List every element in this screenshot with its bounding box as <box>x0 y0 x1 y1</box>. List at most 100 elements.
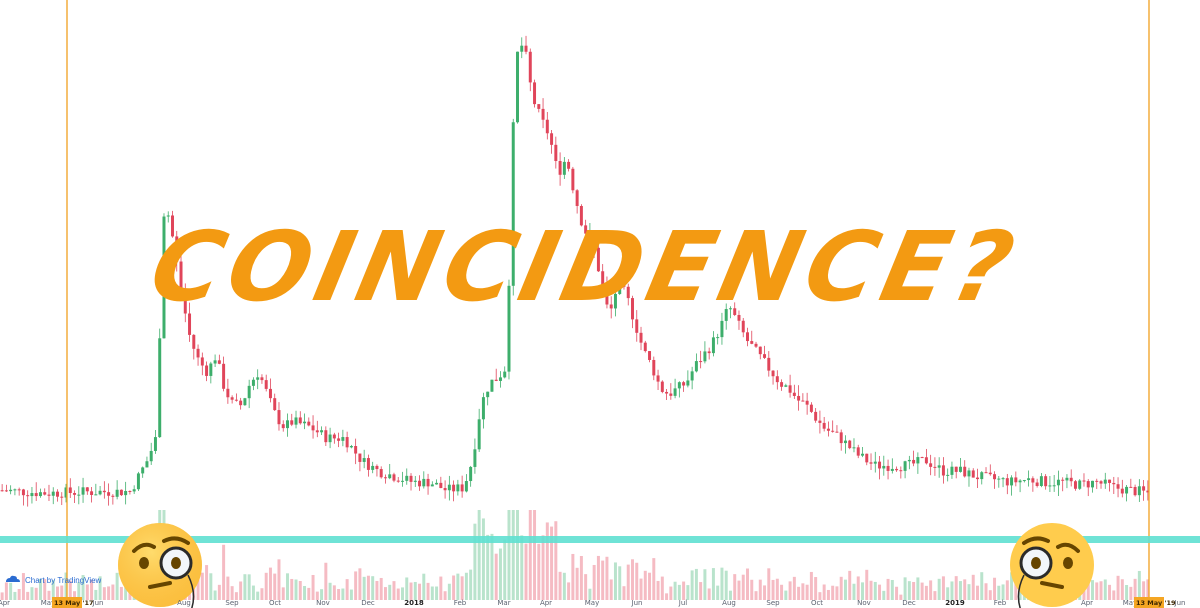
candlestick-series <box>0 35 1150 507</box>
volume-bar <box>694 568 698 600</box>
volume-bar <box>498 548 502 600</box>
candle-body <box>452 484 456 492</box>
volume-bar <box>780 584 784 600</box>
candle-body <box>1116 484 1120 489</box>
volume-bar <box>281 587 285 600</box>
candle-body <box>993 474 997 480</box>
volume-bar <box>358 568 362 600</box>
x-tick-label: May <box>41 599 55 607</box>
candle-body <box>848 440 852 449</box>
volume-bar <box>1095 582 1099 600</box>
x-tick-label: Sep <box>766 599 780 607</box>
candle-body <box>528 51 532 83</box>
volume-bar <box>290 578 294 600</box>
candle-body <box>98 490 102 495</box>
volume-bar <box>954 576 958 600</box>
candle-body <box>656 375 660 382</box>
candle-body <box>260 377 264 381</box>
candle-body <box>409 475 413 482</box>
volume-bar <box>520 535 524 600</box>
candle-body <box>601 271 605 287</box>
volume-bar <box>618 566 622 600</box>
candle-body <box>268 388 272 399</box>
candle-body <box>869 462 873 464</box>
candle-body <box>277 410 281 425</box>
volume-bar <box>652 558 656 600</box>
volume-bar <box>268 567 272 600</box>
candle-body <box>435 482 439 485</box>
volume-bar <box>124 587 128 600</box>
candle-body <box>311 425 315 431</box>
candle-body <box>222 363 226 389</box>
candle-body <box>1133 487 1137 496</box>
candle-body <box>822 422 826 429</box>
candle-body <box>618 281 622 294</box>
volume-bar <box>452 575 456 600</box>
candle-body <box>856 447 860 456</box>
volume-bar <box>596 555 600 600</box>
candle-body <box>188 313 192 335</box>
candle-body <box>196 348 200 358</box>
candle-body <box>153 437 157 451</box>
candle-body <box>801 400 805 402</box>
volume-bar <box>85 584 89 600</box>
volume-bar <box>273 573 277 600</box>
candle-body <box>792 392 796 396</box>
candle-body <box>34 493 38 497</box>
volume-bar <box>447 583 451 600</box>
candle-body <box>68 487 72 494</box>
candle-body <box>26 495 30 497</box>
candle-body <box>554 144 558 162</box>
volume-bar <box>320 589 324 600</box>
x-tick-label: May <box>585 599 599 607</box>
candle-body <box>1120 488 1124 494</box>
volume-bar <box>754 591 758 600</box>
candle-body <box>520 45 524 52</box>
candle-body <box>298 417 302 424</box>
candle-body <box>699 361 703 363</box>
volume-bar <box>1005 580 1009 600</box>
volume-bar <box>963 579 967 600</box>
candle-body <box>648 351 652 360</box>
volume-bar <box>13 591 17 600</box>
volume-bar <box>575 567 579 600</box>
volume-bar <box>64 572 68 600</box>
candle-body <box>814 411 818 421</box>
volume-bar <box>635 562 639 600</box>
volume-bar <box>571 553 575 600</box>
candle-body <box>988 472 992 475</box>
candle-body <box>422 478 426 487</box>
candle-body <box>81 487 85 495</box>
volume-bar <box>26 591 30 600</box>
candle-body <box>809 404 813 412</box>
candle-body <box>447 484 451 491</box>
volume-bar <box>643 570 647 600</box>
candle-body <box>1069 477 1073 482</box>
candle-body <box>571 168 575 191</box>
volume-bar <box>562 572 566 600</box>
candle-body <box>43 492 47 495</box>
volume-bar <box>503 539 507 600</box>
candle-body <box>912 459 916 464</box>
volume-bar <box>1108 584 1112 600</box>
candle-body <box>60 496 64 498</box>
headline-overlay: COINCIDENCE? <box>141 211 1028 323</box>
candle-body <box>1018 480 1022 483</box>
volume-bar <box>1091 580 1094 600</box>
candle-body <box>401 480 404 482</box>
volume-bar <box>1146 579 1150 600</box>
volume-bar <box>1116 575 1120 600</box>
volume-bar <box>1001 584 1005 600</box>
candle-body <box>145 461 149 468</box>
x-tick-label: Dec <box>902 599 916 607</box>
candle-body <box>486 391 490 398</box>
marker-end-label: 13 May '19 <box>1136 599 1176 607</box>
candle-body <box>273 398 277 411</box>
tradingview-attribution[interactable]: Chart by TradingView <box>6 575 102 585</box>
candle-body <box>771 370 775 377</box>
candle-body <box>643 342 647 352</box>
candle-body <box>345 437 349 448</box>
candle-body <box>1082 480 1086 482</box>
candle-body <box>609 304 613 309</box>
candle-body <box>635 319 639 333</box>
